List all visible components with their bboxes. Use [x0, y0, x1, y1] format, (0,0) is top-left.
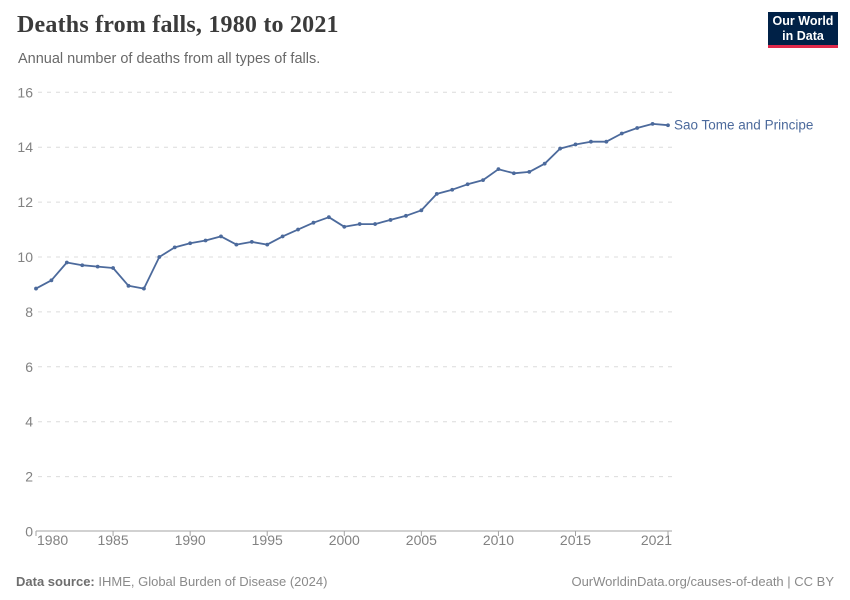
data-point	[527, 170, 532, 174]
y-tick-label: 2	[25, 469, 33, 485]
x-tick-label: 2015	[560, 532, 591, 548]
data-point	[573, 142, 578, 147]
y-tick-label: 12	[17, 194, 33, 210]
data-point	[419, 208, 424, 213]
data-point	[219, 234, 223, 239]
x-tick-label: 1985	[97, 532, 128, 548]
x-tick-label: 1990	[175, 532, 206, 548]
license-credit-link[interactable]: OurWorldinData.org/causes-of-death | CC …	[571, 574, 834, 589]
x-tick-label: 2021	[641, 532, 672, 548]
y-tick-label: 8	[25, 304, 33, 320]
data-point	[511, 171, 516, 176]
trend-line	[35, 123, 669, 290]
x-tick-label: 1995	[252, 532, 283, 548]
data-point	[404, 213, 408, 218]
data-point	[373, 222, 378, 226]
x-tick-label: 1980	[37, 532, 68, 548]
data-point	[558, 146, 562, 151]
data-point	[650, 121, 655, 126]
data-point	[465, 182, 470, 187]
y-tick-label: 14	[17, 139, 33, 155]
chart-subtitle: Annual number of deaths from all types o…	[18, 51, 321, 67]
data-point	[388, 218, 393, 222]
data-point	[311, 220, 316, 225]
data-point	[95, 264, 100, 269]
data-point	[188, 241, 193, 246]
data-point	[296, 227, 300, 232]
series-entity-label[interactable]: Sao Tome and Principe	[674, 118, 813, 133]
data-point	[249, 240, 254, 244]
data-point	[280, 234, 285, 239]
owid-logo-line2: in Data	[782, 28, 824, 43]
data-point	[172, 245, 177, 250]
data-point	[619, 131, 624, 136]
data-point	[265, 242, 270, 247]
owid-logo-line1: Our World	[772, 13, 834, 28]
y-tick-label: 16	[17, 84, 33, 100]
data-point	[589, 139, 593, 144]
data-point	[234, 242, 239, 247]
chart-footer: Data source: IHME, Global Burden of Dise…	[16, 574, 834, 589]
data-point	[64, 260, 69, 265]
data-point	[666, 123, 670, 128]
data-source: Data source: IHME, Global Burden of Dise…	[16, 574, 327, 589]
data-point	[126, 283, 131, 288]
x-tick-label: 2010	[483, 532, 514, 548]
owid-logo[interactable]: Our World in Data	[768, 12, 838, 48]
data-point	[342, 224, 347, 229]
data-point	[496, 167, 501, 172]
data-point	[34, 286, 38, 291]
data-point	[542, 161, 547, 166]
data-point	[434, 191, 439, 196]
data-point	[450, 187, 455, 192]
data-source-value: IHME, Global Burden of Disease (2024)	[94, 574, 328, 589]
x-tick-label: 2005	[406, 532, 437, 548]
data-point	[604, 139, 609, 144]
data-point	[157, 255, 162, 259]
chart-title: Deaths from falls, 1980 to 2021	[17, 12, 339, 38]
data-point	[142, 286, 146, 291]
data-source-label: Data source:	[16, 574, 95, 589]
data-point	[481, 178, 485, 183]
data-point	[80, 263, 85, 268]
data-point	[635, 126, 640, 130]
data-point	[111, 266, 115, 270]
data-point	[49, 278, 54, 283]
y-tick-label: 0	[25, 524, 33, 540]
data-point	[357, 222, 362, 226]
y-tick-label: 4	[25, 414, 33, 430]
y-tick-label: 10	[17, 249, 33, 265]
data-point	[203, 238, 208, 243]
y-tick-label: 6	[25, 359, 33, 375]
data-point	[326, 215, 331, 220]
x-tick-label: 2000	[329, 532, 360, 548]
